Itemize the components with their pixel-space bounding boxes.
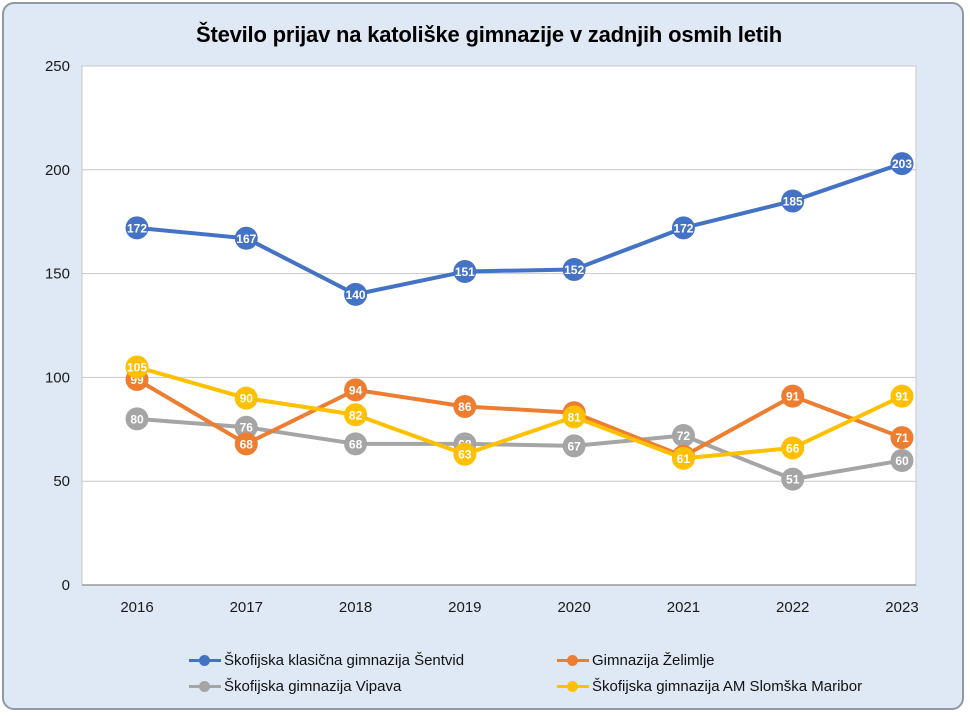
data-point-marker: [781, 384, 805, 408]
data-point-marker: [234, 226, 258, 250]
data-point-marker: [781, 436, 805, 460]
data-point-label: 51: [786, 473, 800, 487]
x-tick-label: 2022: [776, 599, 809, 616]
data-point-label: 203: [892, 157, 912, 171]
data-point-marker: [562, 434, 586, 458]
data-point-label: 86: [458, 400, 472, 414]
data-point-label: 91: [786, 390, 800, 404]
legend-marker-zelimlje-icon: [557, 654, 589, 667]
data-point-label: 90: [240, 392, 254, 406]
data-point-marker: [234, 432, 258, 456]
data-point-label: 61: [677, 452, 691, 466]
data-point-label: 105: [127, 361, 147, 375]
data-point-label: 172: [127, 221, 147, 235]
legend-item-sentvid[interactable]: Škofijska klasična gimnazija Šentvid: [189, 652, 557, 669]
chart-legend: Škofijska klasična gimnazija Šentvid Gim…: [189, 652, 949, 695]
series-line: [135, 161, 904, 297]
data-point-marker: [562, 405, 586, 429]
x-tick-label: 2019: [448, 599, 481, 616]
data-point-marker: [671, 424, 695, 448]
data-point-label: 172: [673, 221, 693, 235]
data-point-label: 94: [349, 383, 363, 397]
x-tick-label: 2017: [230, 599, 263, 616]
legend-item-maribor[interactable]: Škofijska gimnazija AM Slomška Maribor: [557, 678, 949, 695]
data-point-marker: [890, 152, 914, 176]
data-point-marker: [671, 446, 695, 470]
y-tick-label: 0: [62, 577, 70, 594]
legend-marker-vipava-icon: [189, 680, 221, 693]
series-line: [135, 416, 904, 482]
data-point-marker: [125, 216, 149, 240]
x-tick-label: 2016: [120, 599, 153, 616]
data-point-marker: [344, 432, 368, 456]
x-axis-tick-labels: 2016 2017 2018 2019 2020 2021 2022 2023: [120, 599, 918, 616]
data-point-label: 72: [677, 429, 691, 443]
data-point-marker: [890, 384, 914, 408]
plot-area: [81, 65, 917, 586]
series-line: [135, 377, 904, 459]
data-point-marker: [453, 394, 477, 418]
data-point-marker: [781, 467, 805, 491]
series-0: 172 167 140 151 152 172 185 203: [125, 152, 914, 306]
data-point-marker: [671, 216, 695, 240]
data-point-marker: [781, 189, 805, 213]
data-point-label: 80: [130, 412, 144, 426]
y-tick-label: 250: [45, 58, 70, 75]
data-point-label: 68: [240, 437, 254, 451]
data-point-label: 68: [349, 437, 363, 451]
legend-item-vipava[interactable]: Škofijska gimnazija Vipava: [189, 678, 557, 695]
x-tick-label: 2023: [885, 599, 918, 616]
legend-label-maribor: Škofijska gimnazija AM Slomška Maribor: [592, 678, 863, 695]
y-tick-label: 100: [45, 369, 70, 386]
data-point-label: 60: [895, 454, 909, 468]
data-point-label: 152: [564, 263, 584, 277]
data-point-marker: [125, 407, 149, 431]
data-point-marker: [453, 260, 477, 284]
y-tick-label: 150: [45, 266, 70, 283]
chart-title: Število prijav na katoliške gimnazije v …: [195, 22, 783, 47]
data-point-marker: [562, 257, 586, 281]
y-tick-label: 200: [45, 162, 70, 179]
x-tick-label: 2021: [667, 599, 700, 616]
data-point-marker: [234, 386, 258, 410]
x-tick-label: 2020: [557, 599, 590, 616]
x-tick-label: 2018: [339, 599, 372, 616]
data-point-label: 151: [455, 265, 475, 279]
data-point-marker: [344, 403, 368, 427]
data-point-label: 82: [349, 408, 363, 422]
data-point-marker: [890, 426, 914, 450]
legend-label-zelimlje: Gimnazija Želimlje: [592, 652, 715, 669]
data-point-marker: [125, 355, 149, 379]
y-axis-tick-labels: 0 50 100 150 200 250: [45, 58, 70, 594]
data-point-label: 71: [895, 431, 909, 445]
gridlines: [82, 65, 916, 586]
data-point-marker: [344, 378, 368, 402]
y-tick-label: 50: [53, 473, 70, 490]
legend-label-vipava: Škofijska gimnazija Vipava: [224, 678, 402, 695]
data-point-label: 91: [895, 390, 909, 404]
data-point-label: 185: [783, 194, 803, 208]
data-point-label: 81: [567, 410, 581, 424]
data-point-marker: [344, 282, 368, 306]
data-point-label: 67: [567, 439, 581, 453]
data-point-label: 167: [236, 232, 256, 246]
legend-item-zelimlje[interactable]: Gimnazija Želimlje: [557, 652, 949, 669]
data-point-label: 63: [458, 448, 472, 462]
data-point-marker: [234, 415, 258, 439]
series-line: [135, 365, 904, 461]
data-point-label: 66: [786, 441, 800, 455]
series-3: 105 90 82 63 81 61 66 91: [125, 355, 914, 470]
data-point-marker: [453, 442, 477, 466]
legend-marker-sentvid-icon: [189, 654, 221, 667]
legend-marker-maribor-icon: [557, 680, 589, 693]
legend-label-sentvid: Škofijska klasična gimnazija Šentvid: [224, 652, 465, 669]
data-point-marker: [890, 448, 914, 472]
data-point-label: 140: [346, 288, 366, 302]
data-point-label: 76: [240, 421, 254, 435]
